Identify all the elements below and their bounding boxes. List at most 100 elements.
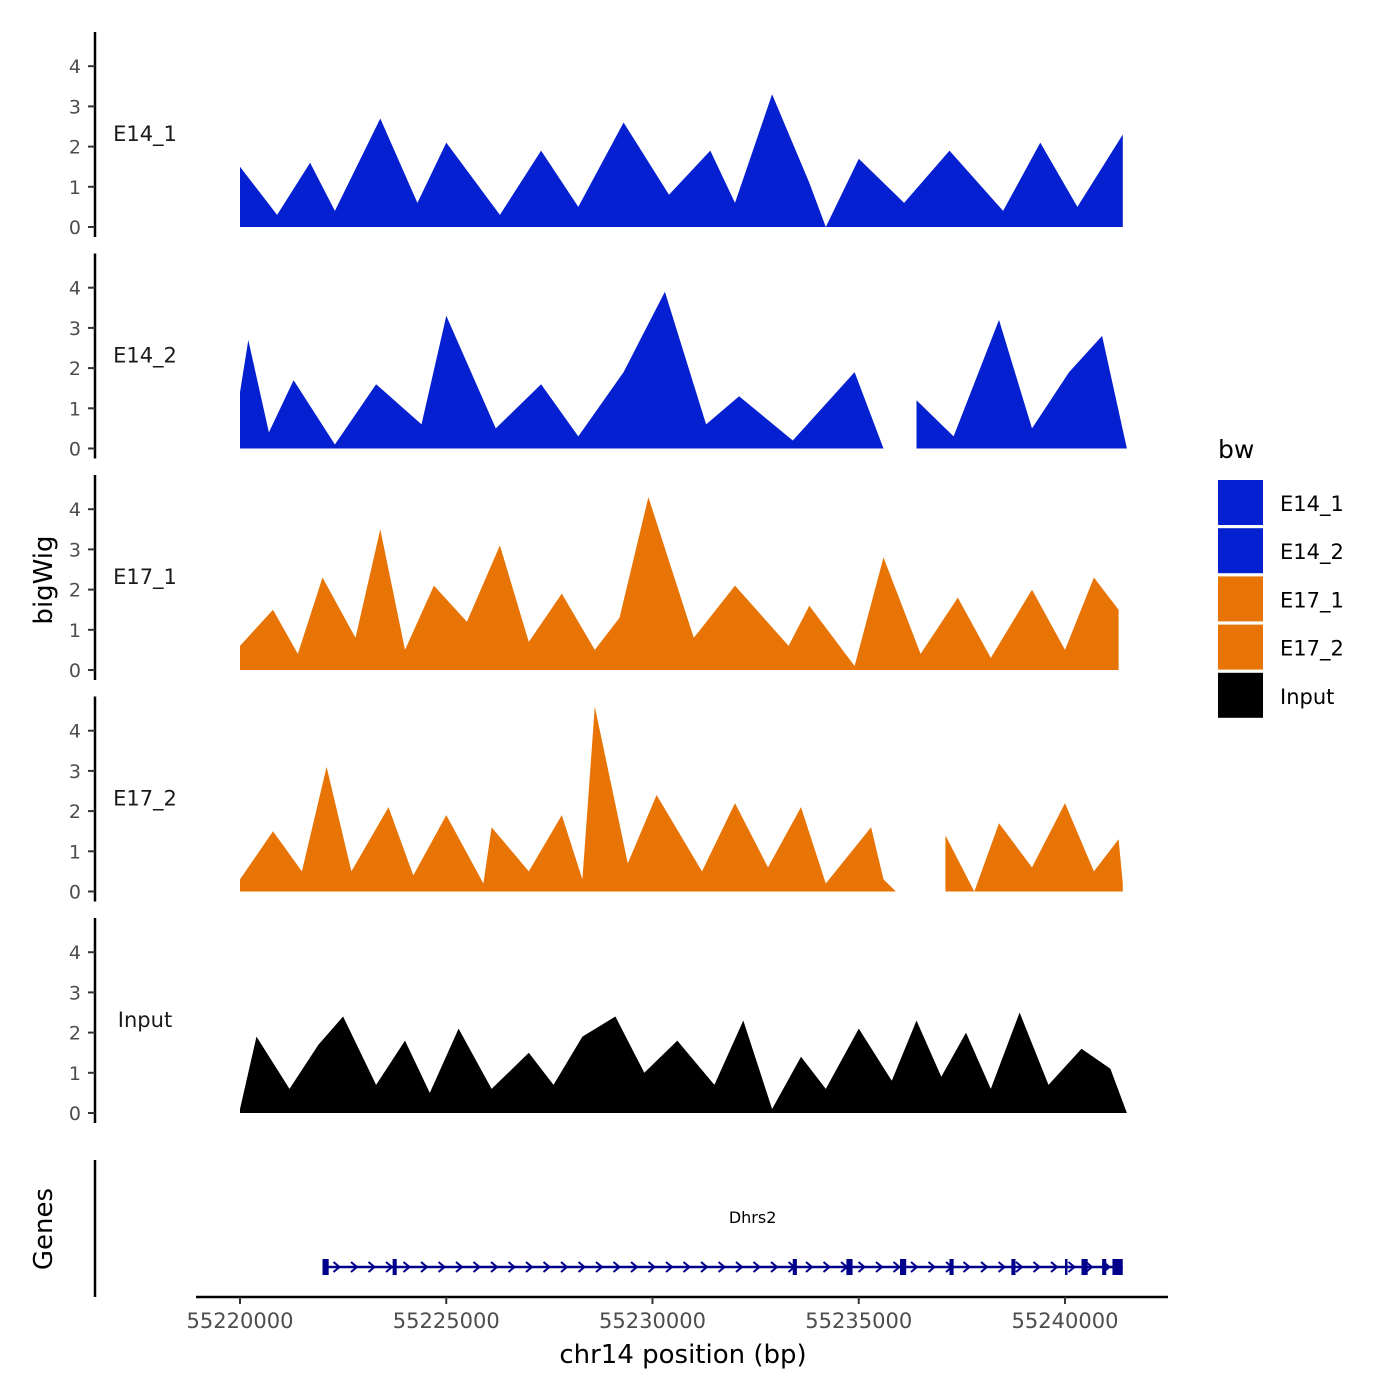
track-label: E17_1 <box>113 565 177 590</box>
track-panel-e14_1: 0 1 2 3 4 E14_1 <box>69 32 1123 239</box>
legend-swatch <box>1218 576 1263 622</box>
strand-arrow <box>332 1261 342 1273</box>
gene-exon <box>392 1259 397 1275</box>
track-panel-e17_1: 0 1 2 3 4 E17_1 <box>69 475 1119 682</box>
x-tick-label: 55235000 <box>805 1309 912 1333</box>
strand-arrow <box>980 1261 989 1273</box>
genes-track: Dhrs2 <box>93 1160 1123 1297</box>
track-panel-e14_2: 0 1 2 3 4 E14_2 <box>69 253 1127 461</box>
track-label: E14_1 <box>113 122 177 147</box>
gene-exon <box>1102 1259 1107 1275</box>
strand-arrow <box>350 1261 359 1273</box>
strand-arrow <box>910 1261 919 1273</box>
y-tick-label: 1 <box>69 398 81 420</box>
gene-exon <box>1112 1259 1123 1275</box>
legend-swatch <box>1218 672 1263 718</box>
strand-arrow <box>595 1261 604 1273</box>
x-tick-label: 55225000 <box>393 1309 500 1333</box>
y-tick-label: 4 <box>69 499 81 521</box>
strand-arrow <box>1015 1261 1024 1273</box>
y-tick-label: 1 <box>69 1063 81 1085</box>
gene-exon <box>1081 1259 1088 1275</box>
gene-exon <box>900 1259 907 1275</box>
track-label: Input <box>118 1008 172 1032</box>
legend-label: E17_1 <box>1280 588 1344 613</box>
y-tick-label: 0 <box>69 439 81 461</box>
area-e17_2 <box>240 706 896 892</box>
y-tick-label: 1 <box>69 841 81 863</box>
bigwig-tracks: 0 1 2 3 4 E14_1 0 1 2 3 4 E14_2 0 1 2 3 4 E17_1 0 1 2 3 4 E17_2… <box>69 32 1127 1125</box>
area-e14_2 <box>916 319 1127 449</box>
x-tick-label: 55230000 <box>599 1309 706 1333</box>
strand-arrow <box>367 1261 377 1273</box>
strand-arrow <box>612 1261 622 1273</box>
legend-swatch <box>1218 528 1263 574</box>
strand-arrow <box>577 1261 587 1273</box>
strand-arrow <box>805 1261 814 1273</box>
strand-arrow <box>1085 1261 1094 1273</box>
y-tick-label: 2 <box>69 1023 81 1045</box>
strand-arrow <box>630 1261 639 1273</box>
track-label: E14_2 <box>113 344 177 369</box>
y-tick-label: 4 <box>69 278 81 300</box>
legend-item-e14_2: E14_2 <box>1218 528 1344 574</box>
gene-exon <box>792 1259 797 1275</box>
legend-label: Input <box>1280 685 1334 709</box>
y-tick-label: 0 <box>69 1103 81 1125</box>
strand-arrow <box>385 1261 394 1273</box>
legend-label: E17_2 <box>1280 637 1344 662</box>
strand-arrow <box>402 1261 412 1273</box>
strand-arrow <box>927 1261 937 1273</box>
strand-arrow <box>997 1261 1007 1273</box>
track-panel-input: 0 1 2 3 4 Input <box>69 918 1127 1125</box>
x-tick-label: 55240000 <box>1012 1309 1119 1333</box>
y-tick-label: 3 <box>69 982 81 1004</box>
legend: bw E14_1 E14_2 E17_1 E17_2 Input <box>1218 435 1344 718</box>
legend-swatch <box>1218 480 1263 525</box>
legend-title: bw <box>1218 435 1254 464</box>
area-e17_2 <box>945 803 1123 892</box>
genes-axis-title: Genes <box>29 1188 59 1270</box>
gene-exon <box>322 1259 329 1275</box>
strand-arrow <box>892 1261 902 1273</box>
y-tick-label: 2 <box>69 137 81 159</box>
gene-exon <box>949 1259 954 1275</box>
legend-swatch <box>1218 624 1263 670</box>
y-tick-label: 3 <box>69 761 81 783</box>
strand-arrow <box>420 1261 429 1273</box>
y-tick-label: 2 <box>69 801 81 823</box>
strand-arrow <box>857 1261 867 1273</box>
strand-arrow <box>647 1261 657 1273</box>
strand-arrow <box>717 1261 727 1273</box>
strand-arrow <box>525 1261 534 1273</box>
y-tick-label: 3 <box>69 96 81 118</box>
legend-item-e17_2: E17_2 <box>1218 624 1344 670</box>
area-e17_1 <box>240 497 1119 670</box>
area-input <box>240 1012 1127 1113</box>
y-tick-label: 1 <box>69 177 81 199</box>
y-tick-label: 0 <box>69 217 81 239</box>
strand-arrow <box>455 1261 464 1273</box>
legend-label: E14_2 <box>1280 540 1344 565</box>
strand-arrow <box>560 1261 569 1273</box>
y-tick-label: 3 <box>69 318 81 340</box>
legend-item-e17_1: E17_1 <box>1218 576 1344 622</box>
gene-exon <box>846 1259 853 1275</box>
gene-label: Dhrs2 <box>729 1208 777 1227</box>
legend-item-e14_1: E14_1 <box>1218 480 1344 525</box>
strand-arrow <box>542 1261 552 1273</box>
track-label: E17_2 <box>113 787 177 812</box>
strand-arrow <box>875 1261 884 1273</box>
area-e14_1 <box>240 94 1123 227</box>
strand-arrow <box>962 1261 972 1273</box>
strand-arrow <box>665 1261 674 1273</box>
track-panel-e17_2: 0 1 2 3 4 E17_2 <box>69 696 1123 904</box>
gene-exon <box>1011 1259 1016 1275</box>
strand-arrow <box>1050 1261 1059 1273</box>
strand-arrow <box>490 1261 499 1273</box>
legend-item-input: Input <box>1218 672 1334 718</box>
strand-arrow <box>1032 1261 1042 1273</box>
strand-arrow <box>752 1261 762 1273</box>
y-tick-label: 4 <box>69 721 81 743</box>
legend-label: E14_1 <box>1280 492 1344 517</box>
